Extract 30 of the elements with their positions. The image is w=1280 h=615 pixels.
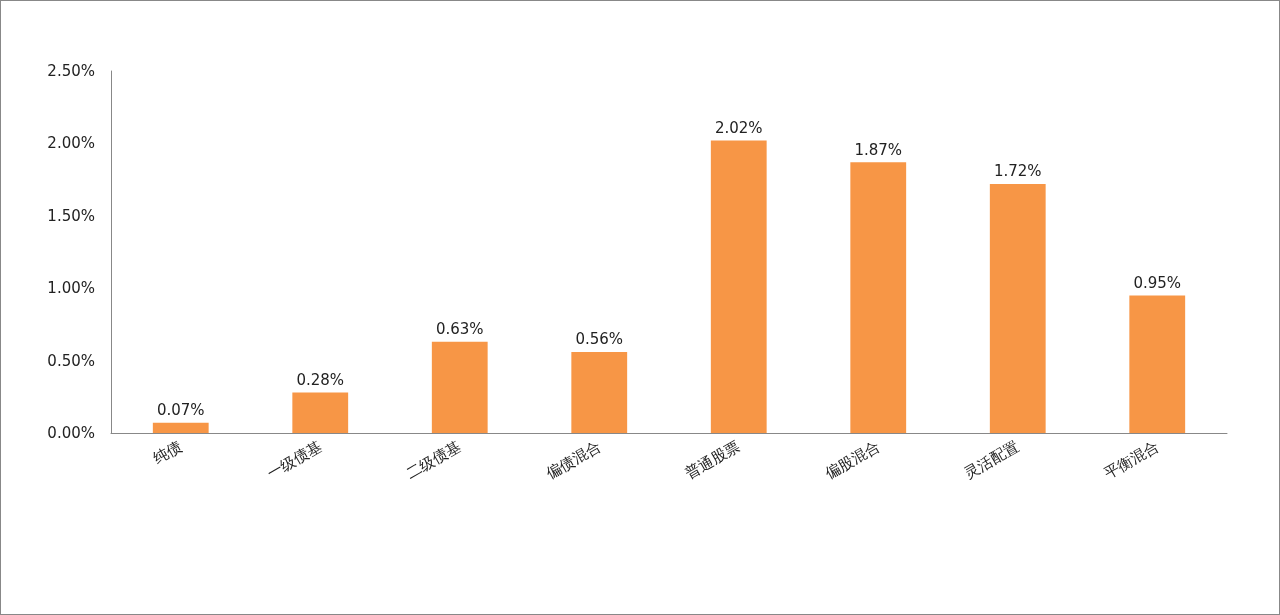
bar bbox=[292, 392, 349, 433]
data-label: 0.07% bbox=[156, 401, 205, 420]
x-tick-label: 偏股混合 bbox=[821, 437, 883, 483]
data-label: 0.56% bbox=[575, 330, 624, 349]
x-tick-label: 偏债混合 bbox=[542, 437, 604, 483]
x-tick-label: 普通股票 bbox=[682, 437, 744, 483]
x-tick-label: 一级债基 bbox=[263, 437, 325, 483]
y-tick-label: 1.50% bbox=[47, 206, 95, 225]
bar bbox=[1129, 295, 1186, 433]
x-tick-label: 灵活配置 bbox=[961, 437, 1023, 483]
data-label: 2.02% bbox=[714, 119, 763, 137]
x-tick-label: 纯债 bbox=[150, 437, 186, 468]
y-tick-label: 1.00% bbox=[47, 279, 95, 298]
data-label: 0.63% bbox=[435, 320, 484, 339]
y-tick-label: 0.00% bbox=[47, 424, 95, 442]
y-tick-label: 2.00% bbox=[47, 134, 95, 153]
data-label: 0.28% bbox=[296, 370, 345, 389]
bar bbox=[152, 422, 209, 433]
data-label: 0.95% bbox=[1133, 273, 1182, 292]
x-tick-label: 二级债基 bbox=[403, 437, 465, 483]
bar bbox=[571, 351, 628, 433]
data-label: 1.72% bbox=[993, 162, 1042, 181]
x-tick-label: 平衡混合 bbox=[1100, 437, 1162, 483]
bar bbox=[431, 341, 488, 433]
data-label: 1.87% bbox=[854, 140, 903, 159]
bar bbox=[989, 183, 1046, 433]
bar bbox=[710, 140, 767, 433]
y-tick-label: 0.50% bbox=[47, 351, 95, 370]
bar bbox=[850, 162, 907, 433]
y-tick-label: 2.50% bbox=[47, 62, 95, 80]
